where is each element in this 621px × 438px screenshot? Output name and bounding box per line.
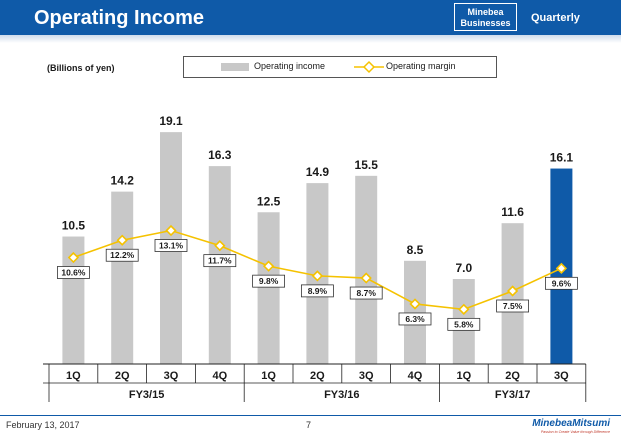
- margin-label-box-3: [154, 239, 188, 252]
- legend-bar-label: Operating income: [254, 61, 326, 71]
- category-label-11: 3Q: [554, 370, 569, 382]
- category-label-5: 1Q: [261, 370, 276, 382]
- group-label-3: FY3/17: [495, 389, 530, 401]
- margin-label-10: 7.5%: [503, 301, 523, 311]
- margin-point-6: [311, 270, 324, 282]
- category-label-2: 2Q: [115, 370, 130, 382]
- margin-label-box-1: [57, 266, 90, 279]
- segment-badge-line1: Minebea: [467, 7, 504, 17]
- margin-label-3: 13.1%: [159, 241, 184, 251]
- category-label-3: 3Q: [164, 370, 179, 382]
- category-label-6: 2Q: [310, 370, 325, 382]
- margin-point-10: [506, 285, 519, 297]
- header-gradient-band: [0, 35, 621, 43]
- margin-label-box-7: [349, 286, 383, 300]
- logo-wordmark: MinebeaMitsumi: [532, 418, 610, 429]
- category-label-8: 4Q: [408, 370, 423, 382]
- group-label-1: FY3/15: [129, 389, 164, 401]
- bar-value-label-3: 19.1: [159, 114, 183, 128]
- legend-bar-swatch: [221, 63, 249, 71]
- bar-value-label-8: 8.5: [407, 243, 424, 257]
- margin-label-9: 5.8%: [454, 319, 474, 329]
- margin-point-4: [214, 240, 226, 252]
- bar-value-label-9: 7.0: [455, 261, 472, 275]
- segment-badge-line2: Businesses: [460, 18, 511, 28]
- bar-value-label-7: 15.5: [355, 158, 379, 172]
- margin-label-1: 10.6%: [61, 268, 86, 278]
- footer-date: February 13, 2017: [6, 420, 80, 430]
- margin-label-4: 11.7%: [208, 256, 232, 266]
- group-label-2: FY3/16: [324, 389, 359, 401]
- margin-label-box-11: [545, 276, 578, 290]
- category-label-4: 4Q: [212, 370, 227, 382]
- margin-label-2: 12.2%: [110, 250, 135, 260]
- bar-value-label-11: 16.1: [550, 151, 574, 165]
- legend-line-label: Operating margin: [386, 61, 456, 71]
- bar-value-label-6: 14.9: [306, 165, 330, 179]
- margin-label-box-10: [496, 299, 530, 313]
- margin-label-11: 9.6%: [552, 278, 572, 288]
- margin-point-3: [165, 224, 177, 237]
- category-label-7: 3Q: [359, 370, 374, 382]
- margin-label-box-6: [300, 284, 334, 298]
- category-label-1: 1Q: [66, 370, 81, 382]
- margin-label-6: 8.9%: [308, 286, 328, 296]
- margin-label-5: 9.8%: [259, 276, 279, 286]
- bar-5: [257, 212, 280, 364]
- margin-point-8: [409, 298, 421, 310]
- margin-label-box-2: [105, 248, 139, 262]
- segment-badge: Minebea Businesses: [454, 3, 517, 31]
- margin-label-8: 6.3%: [405, 314, 425, 324]
- units-label: (Billions of yen): [47, 63, 115, 73]
- margin-point-11: [555, 262, 568, 274]
- margin-point-1: [67, 251, 80, 264]
- bar-value-label-4: 16.3: [208, 148, 232, 162]
- period-label: Quarterly: [531, 12, 580, 24]
- margin-label-box-8: [398, 312, 432, 326]
- bar-value-label-2: 14.2: [111, 174, 135, 188]
- page-number: 7: [306, 420, 312, 430]
- margin-label-box-9: [447, 317, 481, 331]
- minebeamitsumi-logo: MinebeaMitsumi Passion to Create Value t…: [532, 418, 610, 434]
- bar-value-label-1: 10.5: [62, 219, 86, 233]
- footer-rule: [0, 415, 621, 416]
- margin-label-7: 8.7%: [357, 288, 377, 298]
- logo-tagline: Passion to Create Value through Differen…: [541, 430, 610, 434]
- bar-8: [404, 260, 426, 364]
- chart-legend: Operating income Operating margin: [183, 56, 497, 78]
- margin-point-2: [116, 234, 128, 246]
- margin-point-5: [262, 260, 275, 272]
- page-title: Operating Income: [34, 7, 205, 29]
- margin-label-box-4: [203, 254, 237, 268]
- legend-line-swatch: [354, 60, 384, 74]
- category-label-9: 1Q: [456, 370, 471, 382]
- bar-value-label-10: 11.6: [501, 205, 524, 219]
- bar-value-label-5: 12.5: [257, 194, 281, 208]
- category-label-10: 2Q: [505, 370, 520, 382]
- margin-point-9: [458, 303, 470, 315]
- bar-7: [355, 175, 378, 364]
- header-bar: Operating Income Minebea Businesses Quar…: [0, 0, 621, 35]
- margin-point-7: [360, 272, 372, 284]
- bar-2: [111, 191, 134, 364]
- margin-label-box-5: [252, 274, 286, 288]
